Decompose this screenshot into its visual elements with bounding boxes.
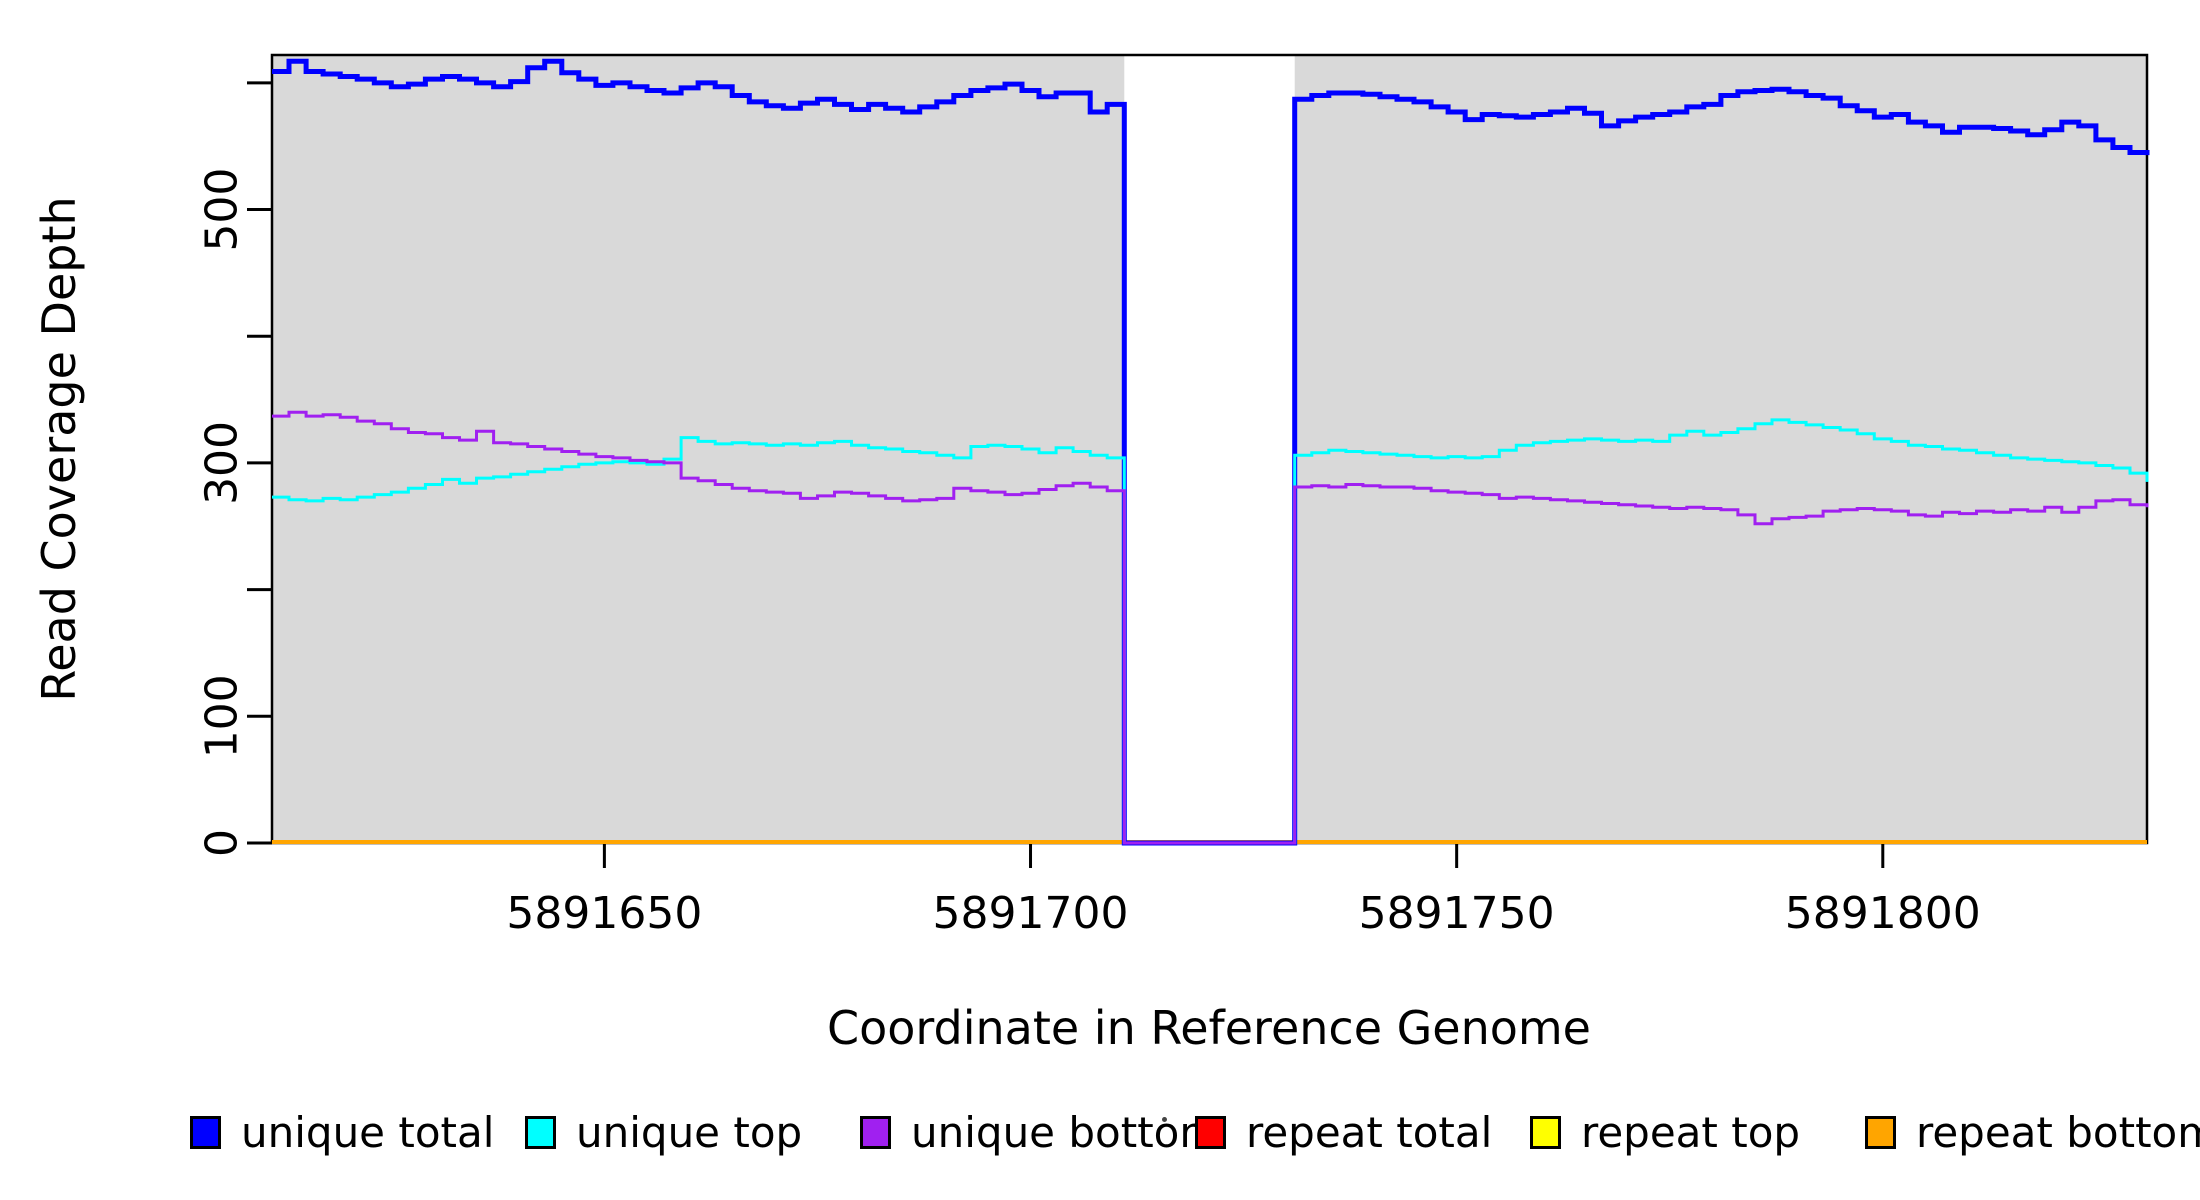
legend-item-repeat-top: repeat top <box>1530 1108 1800 1157</box>
legend-swatch-icon <box>1530 1116 1561 1149</box>
legend-swatch-icon <box>525 1116 556 1149</box>
legend-item-unique-bottom: unique bottom <box>860 1108 1220 1157</box>
x-axis-tick-label: 5891700 <box>933 888 1129 939</box>
plot-background-right <box>1294 55 2147 843</box>
y-axis-tick-label: 0 <box>197 829 248 857</box>
series-line-unique-bottom <box>272 410 2149 845</box>
legend-label: unique top <box>576 1108 803 1157</box>
legend-item-unique-top: unique top <box>525 1108 802 1157</box>
y-axis-tick-label: 300 <box>197 421 248 505</box>
legend-item-repeat-bottom: repeat bottom <box>1865 1108 2200 1157</box>
legend-label: repeat bottom <box>1916 1108 2200 1157</box>
legend-item-unique-total: unique total <box>190 1108 494 1157</box>
legend-label: repeat top <box>1581 1108 1801 1157</box>
x-axis-tick-label: 5891650 <box>506 888 702 939</box>
legend-swatch-icon <box>860 1116 891 1149</box>
x-axis-title: Coordinate in Reference Genome <box>827 1001 1591 1055</box>
legend-label: repeat total <box>1246 1108 1493 1157</box>
x-axis-tick-label: 5891750 <box>1359 888 1555 939</box>
legend-swatch-icon <box>1865 1116 1896 1149</box>
x-axis-tick-label: 5891800 <box>1785 888 1981 939</box>
legend-item-repeat-total: repeat total <box>1195 1108 1492 1157</box>
y-axis-title: Read Coverage Depth <box>32 196 86 701</box>
stray-dot-artifact <box>1162 1117 1167 1122</box>
y-axis-tick-label: 500 <box>197 168 248 252</box>
legend-label: unique total <box>241 1108 495 1157</box>
plot-legend: unique total unique top unique bottom repea… <box>0 1108 2200 1168</box>
plot-background-left <box>272 55 1125 843</box>
legend-swatch-icon <box>190 1116 221 1149</box>
y-axis-tick-label: 100 <box>197 674 248 758</box>
legend-swatch-icon <box>1195 1116 1226 1149</box>
legend-label: unique bottom <box>911 1108 1221 1157</box>
